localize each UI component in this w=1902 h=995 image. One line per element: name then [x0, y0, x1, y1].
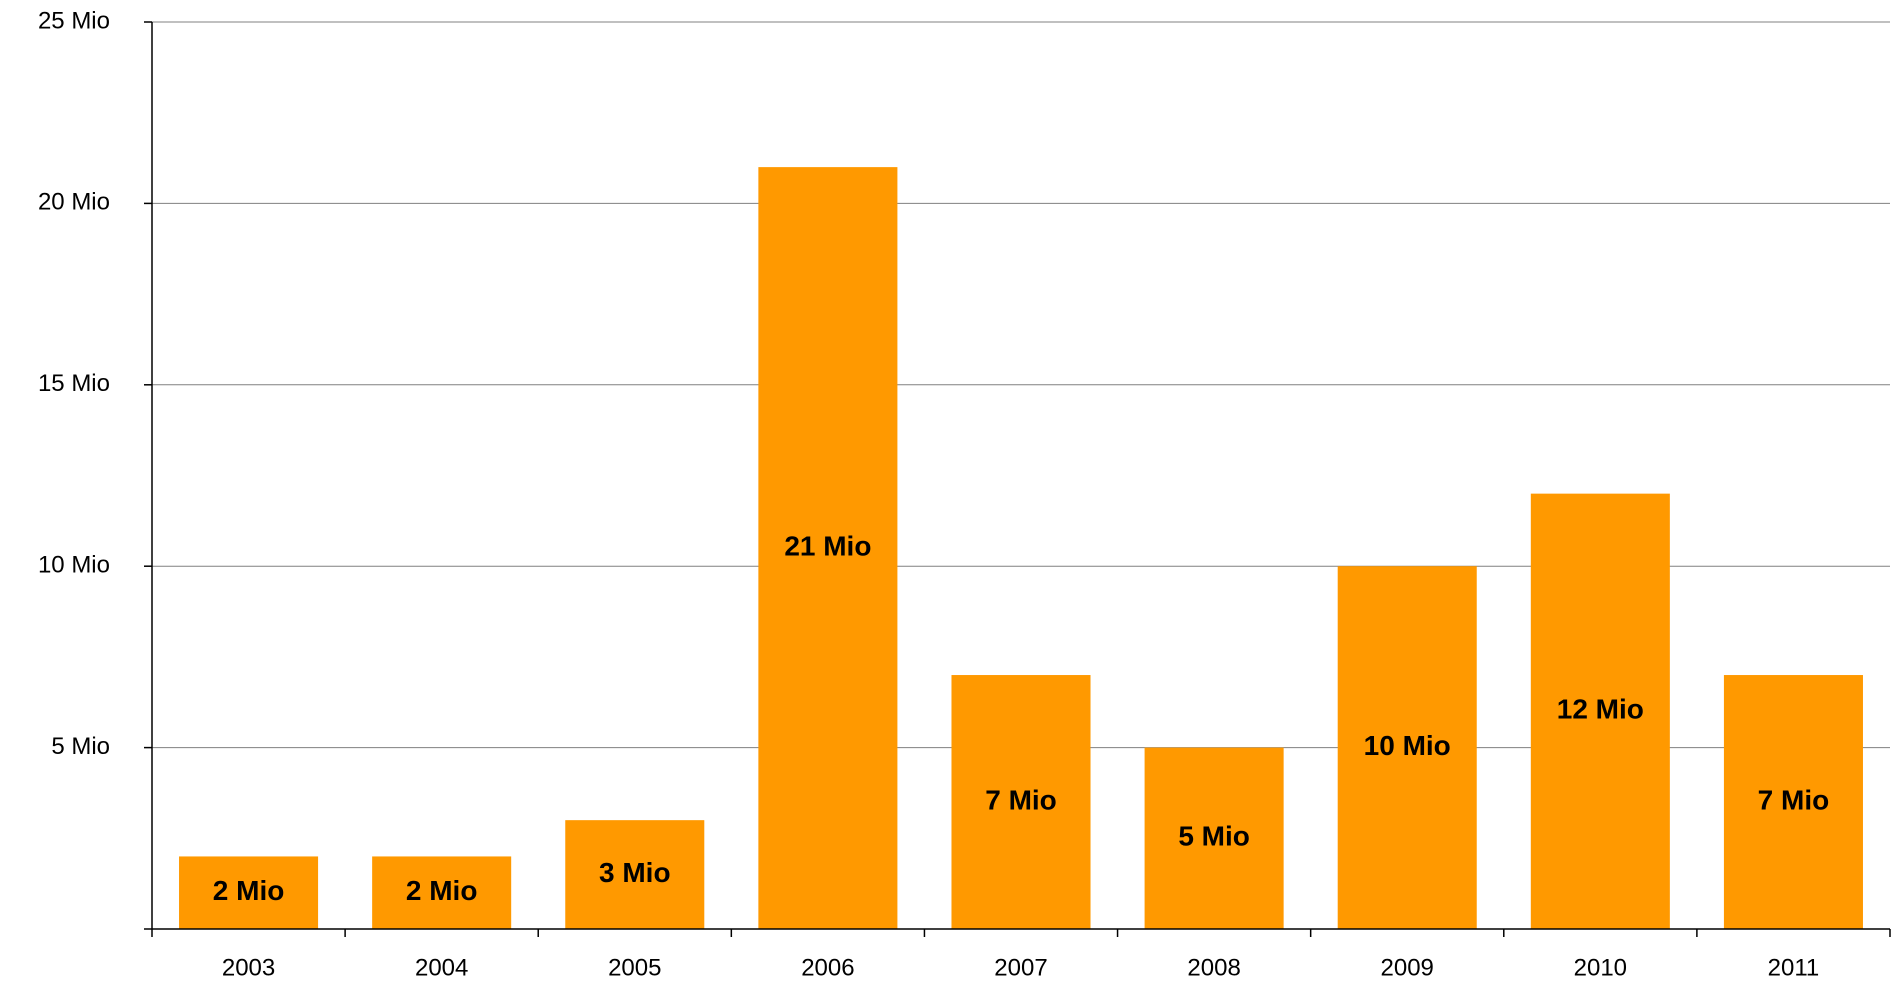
y-tick-label: 15 Mio	[38, 370, 110, 397]
bar	[565, 820, 705, 929]
x-tick-label: 2010	[1574, 954, 1627, 981]
bar	[179, 856, 319, 929]
value-label: 7 Mio	[1758, 784, 1830, 815]
bar	[1723, 675, 1863, 929]
value-label: 2 Mio	[406, 875, 478, 906]
value-label: 10 Mio	[1364, 730, 1451, 761]
bar	[372, 856, 512, 929]
x-tick-label: 2003	[222, 954, 275, 981]
bar	[951, 675, 1091, 929]
x-tick-label: 2006	[801, 954, 854, 981]
value-label: 3 Mio	[599, 857, 671, 888]
bar	[1530, 493, 1670, 929]
bar	[758, 167, 898, 929]
x-tick-label: 2011	[1768, 954, 1820, 981]
y-tick-label: 10 Mio	[38, 552, 110, 579]
y-tick-label: 20 Mio	[38, 189, 110, 216]
value-label: 12 Mio	[1557, 694, 1644, 725]
y-tick-label: 5 Mio	[51, 733, 110, 760]
value-label: 2 Mio	[213, 875, 285, 906]
x-tick-label: 2009	[1381, 954, 1434, 981]
x-tick-label: 2007	[994, 954, 1047, 981]
x-tick-label: 2008	[1187, 954, 1240, 981]
value-label: 21 Mio	[784, 530, 871, 561]
value-label: 5 Mio	[1178, 821, 1250, 852]
value-label: 7 Mio	[985, 784, 1057, 815]
bar	[1144, 747, 1284, 929]
y-tick-label: 25 Mio	[38, 7, 110, 34]
x-tick-label: 2005	[608, 954, 661, 981]
bar	[1337, 566, 1477, 929]
x-tick-label: 2004	[415, 954, 468, 981]
